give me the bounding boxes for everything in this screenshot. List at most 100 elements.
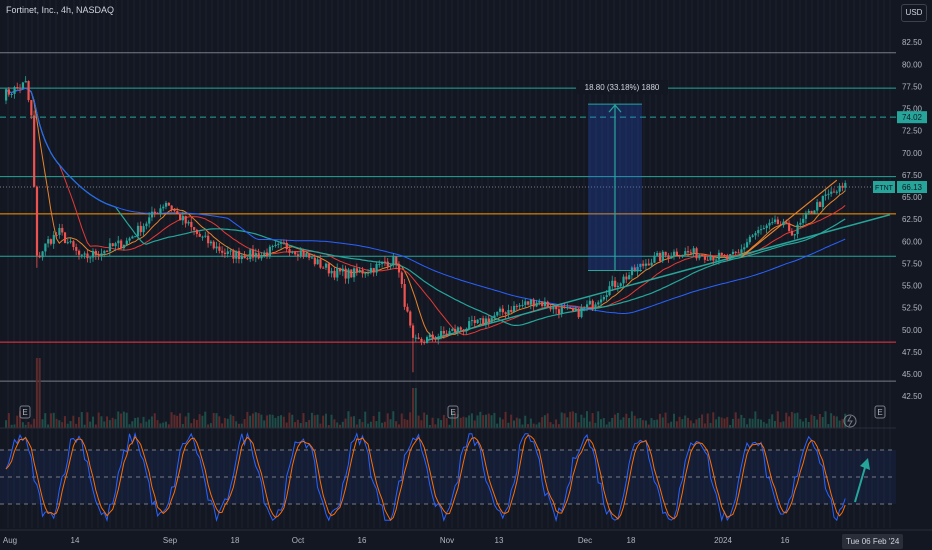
candle-body <box>296 254 300 257</box>
candle-body <box>330 270 333 274</box>
volume-bar <box>215 413 218 428</box>
candle-body <box>260 254 263 259</box>
candle-body <box>218 246 221 251</box>
volume-bar <box>386 413 389 428</box>
volume-bar <box>459 417 462 428</box>
candle-body <box>136 225 140 237</box>
candle-body <box>799 222 802 225</box>
candle-body <box>423 341 426 344</box>
candle-body <box>600 299 603 303</box>
candle-body <box>310 257 314 259</box>
candle-body <box>299 250 302 257</box>
volume-bar <box>751 418 754 428</box>
candle-body <box>580 307 583 318</box>
candle-body <box>403 283 406 307</box>
volume-bar <box>830 413 833 428</box>
candle-body <box>223 252 227 254</box>
candle-body <box>712 256 715 261</box>
volume-bar <box>774 421 777 428</box>
candle-body <box>201 236 204 238</box>
volume-bar <box>757 418 760 428</box>
volume-bar <box>476 415 479 428</box>
volume-bar <box>569 411 572 428</box>
currency-button[interactable]: USD <box>901 4 927 22</box>
candle-body <box>672 251 676 257</box>
candle-body <box>692 248 695 254</box>
volume-bar <box>515 417 518 428</box>
candle-body <box>232 250 235 259</box>
volume-bar <box>653 420 656 428</box>
candle-body <box>431 334 434 339</box>
volume-bar <box>754 411 757 428</box>
price-tick-label: 70.00 <box>902 149 923 158</box>
volume-bar <box>257 413 260 428</box>
candle-body <box>38 255 41 258</box>
candle-body <box>302 250 305 257</box>
level-price-text: 74.02 <box>902 113 923 122</box>
candle-body <box>684 251 687 255</box>
price-tick-label: 65.00 <box>902 193 923 202</box>
volume-bar <box>723 418 726 428</box>
volume-bar <box>395 421 398 428</box>
volume-bar <box>703 423 706 428</box>
candle-body <box>715 259 718 261</box>
price-tick-label: 60.00 <box>902 237 923 246</box>
candle-body <box>487 318 490 323</box>
volume-bar <box>524 415 527 428</box>
volume-bar <box>546 413 549 428</box>
time-tick-label: 2024 <box>714 536 732 545</box>
volume-bar <box>409 412 412 428</box>
price-axis-bg <box>896 20 932 530</box>
volume-bar <box>274 417 277 428</box>
candle-body <box>35 186 39 256</box>
candle-body <box>535 302 538 307</box>
candle-body <box>207 235 210 244</box>
price-tick-label: 45.00 <box>902 370 923 379</box>
candle-body <box>515 305 519 307</box>
candle-body <box>327 263 330 274</box>
volume-bar <box>614 414 617 428</box>
candle-body <box>762 228 765 230</box>
volume-bar <box>294 422 297 428</box>
volume-bar <box>209 423 212 428</box>
volume-bar <box>487 413 490 428</box>
volume-bar <box>162 422 165 428</box>
candle-body <box>167 202 170 206</box>
time-tick-label: Nov <box>440 536 454 545</box>
candle-body <box>765 225 768 229</box>
candle-body <box>529 299 533 305</box>
volume-bar <box>254 412 257 428</box>
volume-bar <box>695 419 698 428</box>
candle-body <box>636 266 639 272</box>
time-tick-label: Oct <box>292 536 305 545</box>
volume-bar <box>237 423 240 428</box>
candle-body <box>263 252 266 255</box>
volume-bar <box>167 424 170 428</box>
volume-bar <box>490 415 493 428</box>
price-tick-label: 82.50 <box>902 38 923 47</box>
earnings-marker-label: E <box>450 408 455 417</box>
volume-bar <box>616 412 619 428</box>
candle-body <box>527 301 530 305</box>
volume-bar <box>689 420 692 428</box>
volume-bar <box>338 424 341 428</box>
candle-body <box>585 304 589 308</box>
volume-bar <box>667 423 670 428</box>
volume-bar <box>527 424 530 428</box>
candle-body <box>139 225 142 233</box>
candle-body <box>353 268 356 278</box>
volume-bar <box>510 414 513 428</box>
volume-bar <box>552 424 555 428</box>
volume-bar <box>106 416 109 428</box>
candle-body <box>566 307 569 309</box>
candle-body <box>555 305 558 310</box>
candle-body <box>333 270 336 278</box>
candle-body <box>162 206 165 209</box>
candle-body <box>316 259 319 265</box>
volume-bar <box>10 424 13 428</box>
volume-bar <box>235 421 238 428</box>
volume-bar <box>369 421 372 428</box>
volume-bar <box>403 419 406 428</box>
